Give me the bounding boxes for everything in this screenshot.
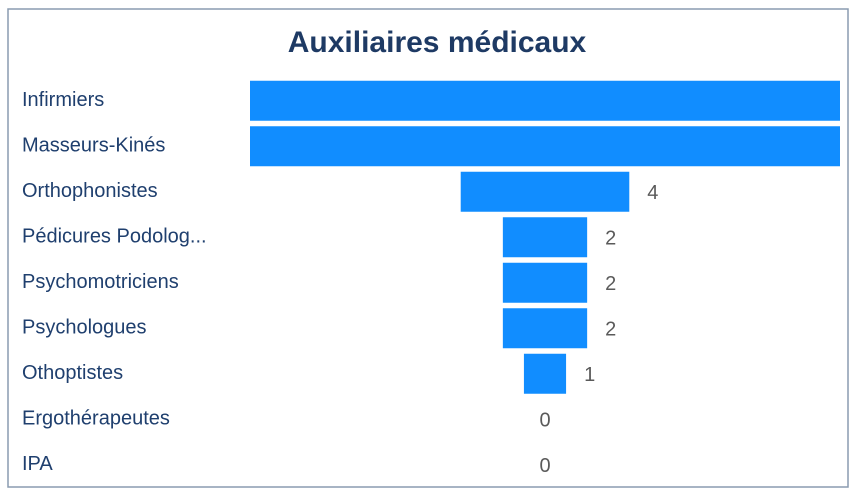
funnel-bar	[502, 262, 588, 303]
chart-title: Auxiliaires médicaux	[288, 26, 587, 59]
category-label: Pédicures Podolog...	[22, 226, 207, 248]
funnel-bar	[502, 217, 588, 258]
category-label: Psychomotriciens	[22, 271, 179, 293]
category-label: Orthophonistes	[22, 180, 158, 202]
category-label: Masseurs-Kinés	[22, 135, 165, 157]
funnel-bar	[250, 80, 840, 121]
category-label: Ergothérapeutes	[22, 408, 170, 430]
category-label: Psychologues	[22, 317, 147, 339]
data-label: 0	[539, 410, 550, 432]
category-label: IPA	[22, 453, 53, 475]
funnel-bar	[523, 353, 567, 394]
funnel-bar	[460, 171, 630, 212]
data-label: 0	[539, 455, 550, 477]
data-label: 1	[584, 364, 595, 386]
funnel-bar	[250, 126, 840, 167]
data-label: 2	[605, 273, 616, 295]
data-label: 2	[605, 319, 616, 341]
data-label: 4	[647, 182, 658, 204]
data-label: 2	[605, 228, 616, 250]
category-label: Infirmiers	[22, 89, 104, 111]
category-label: Othoptistes	[22, 362, 123, 384]
funnel-bar	[502, 308, 588, 349]
